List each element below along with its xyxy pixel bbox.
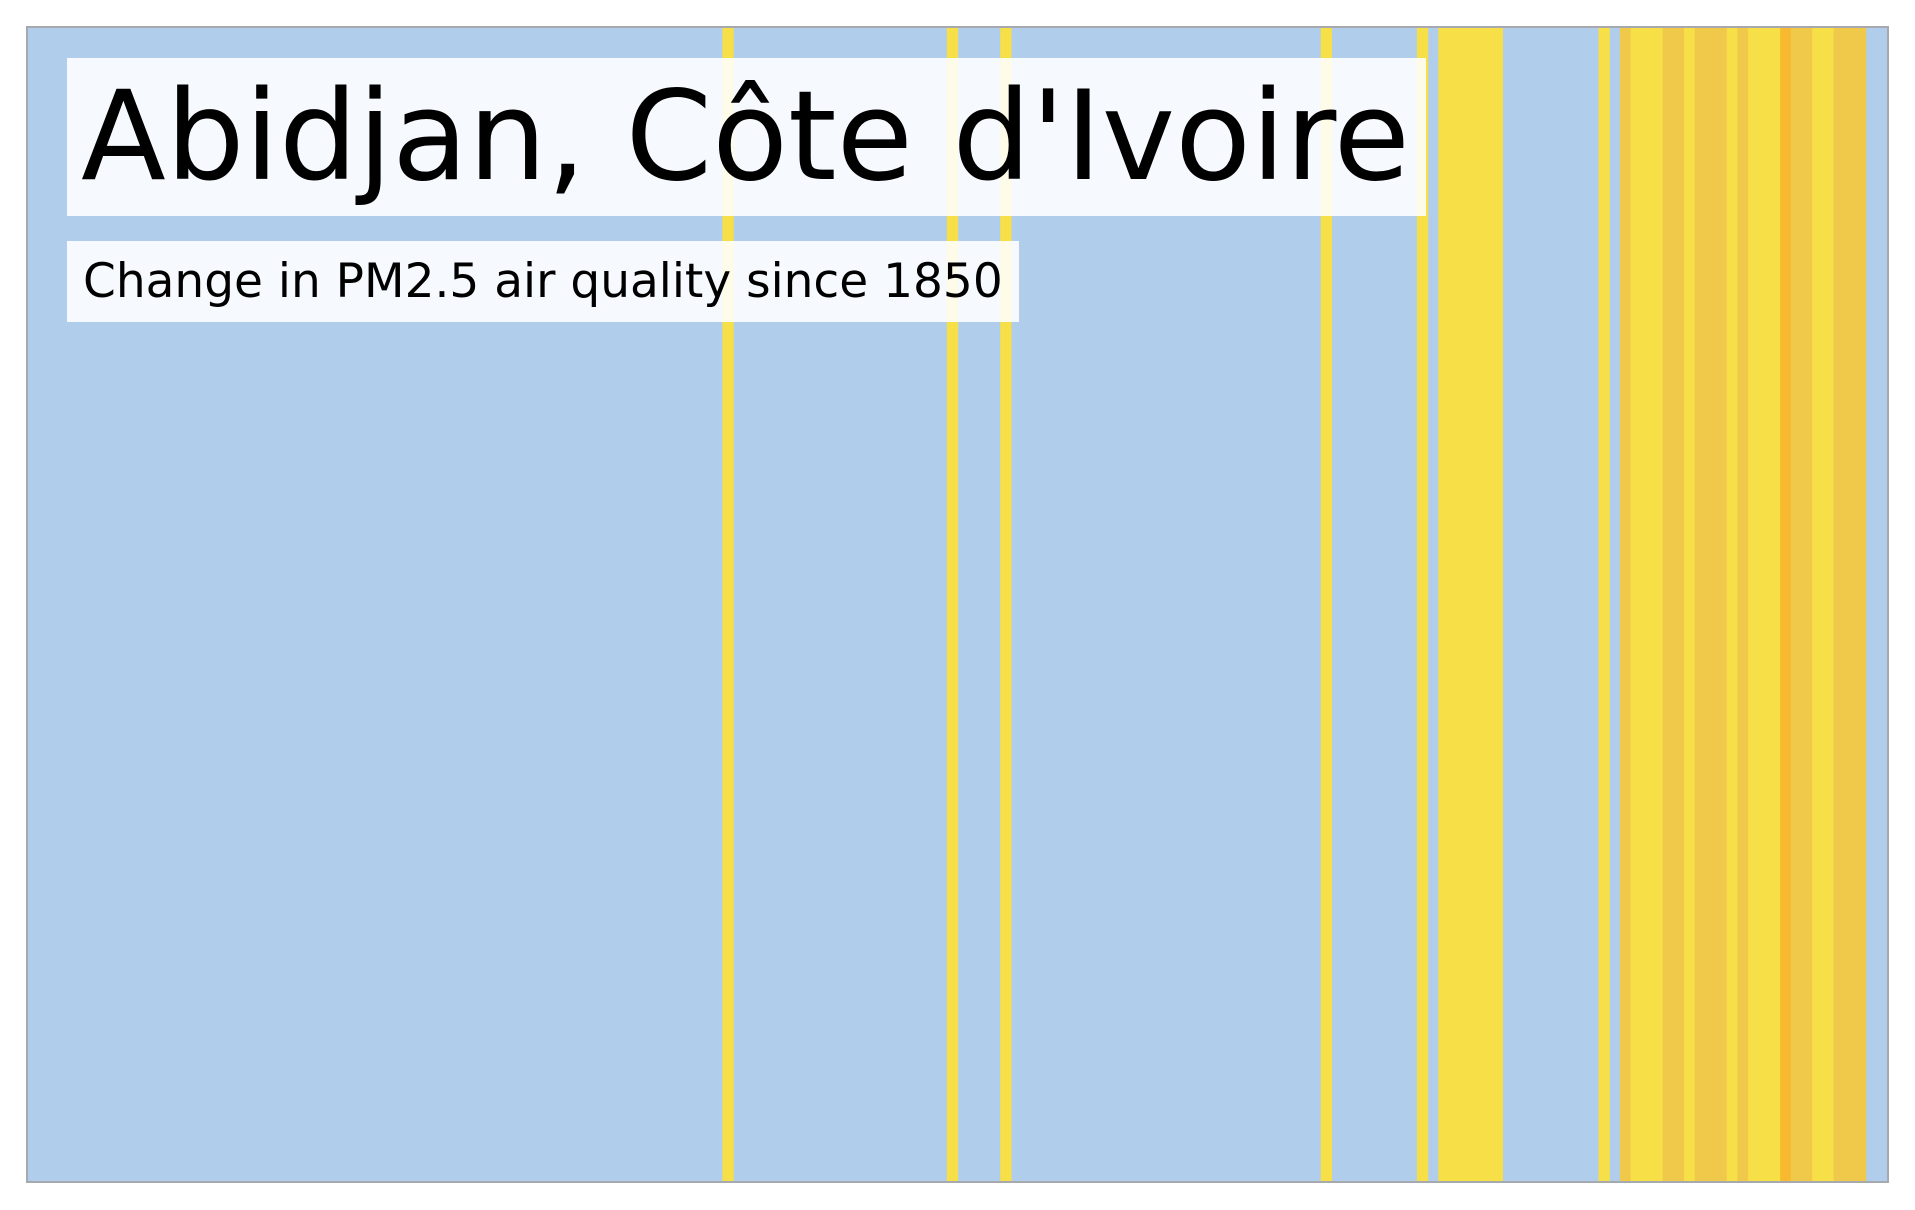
stripe-2005 — [1684, 28, 1696, 1181]
stripe-1997 — [1598, 28, 1610, 1181]
stripes-group — [722, 28, 1867, 1181]
stripe-2011 — [1748, 28, 1760, 1181]
stripe-2009 — [1726, 28, 1739, 1181]
stripe-2015 — [1790, 28, 1803, 1181]
stripe-2000 — [1630, 28, 1642, 1181]
stripe-2013 — [1769, 28, 1781, 1181]
stripe-1971 — [1320, 28, 1333, 1181]
stripe-2003 — [1662, 28, 1674, 1181]
stripe-1941 — [1000, 28, 1012, 1181]
stripe-1999 — [1619, 28, 1632, 1181]
stripe-1983 — [1448, 28, 1461, 1181]
stripe-2012 — [1758, 28, 1771, 1181]
chart-title: Abidjan, Côte d'Ivoire — [67, 58, 1426, 216]
stripe-1984 — [1459, 28, 1471, 1181]
stripe-2010 — [1737, 28, 1749, 1181]
stripe-2004 — [1673, 28, 1685, 1181]
stripe-2008 — [1716, 28, 1728, 1181]
stripe-1987 — [1491, 28, 1503, 1181]
chart-subtitle: Change in PM2.5 air quality since 1850 — [67, 241, 1019, 322]
stripe-2021 — [1854, 28, 1867, 1181]
stripe-2020 — [1844, 28, 1856, 1181]
stripe-1936 — [946, 28, 959, 1181]
stripe-1985 — [1470, 28, 1482, 1181]
stripe-2006 — [1694, 28, 1706, 1181]
stripe-2018 — [1822, 28, 1835, 1181]
stripe-2002 — [1651, 28, 1664, 1181]
stripe-2007 — [1705, 28, 1717, 1181]
stripe-1982 — [1438, 28, 1450, 1181]
stripe-2014 — [1780, 28, 1792, 1181]
stripe-2016 — [1801, 28, 1813, 1181]
stripe-2019 — [1833, 28, 1845, 1181]
stripes-plot — [28, 28, 1887, 1181]
warming-stripes-chart — [26, 26, 1889, 1183]
stripe-1986 — [1481, 28, 1493, 1181]
stripe-2001 — [1641, 28, 1653, 1181]
stripe-1915 — [722, 28, 734, 1181]
stripe-2017 — [1812, 28, 1824, 1181]
stripe-1980 — [1416, 28, 1429, 1181]
